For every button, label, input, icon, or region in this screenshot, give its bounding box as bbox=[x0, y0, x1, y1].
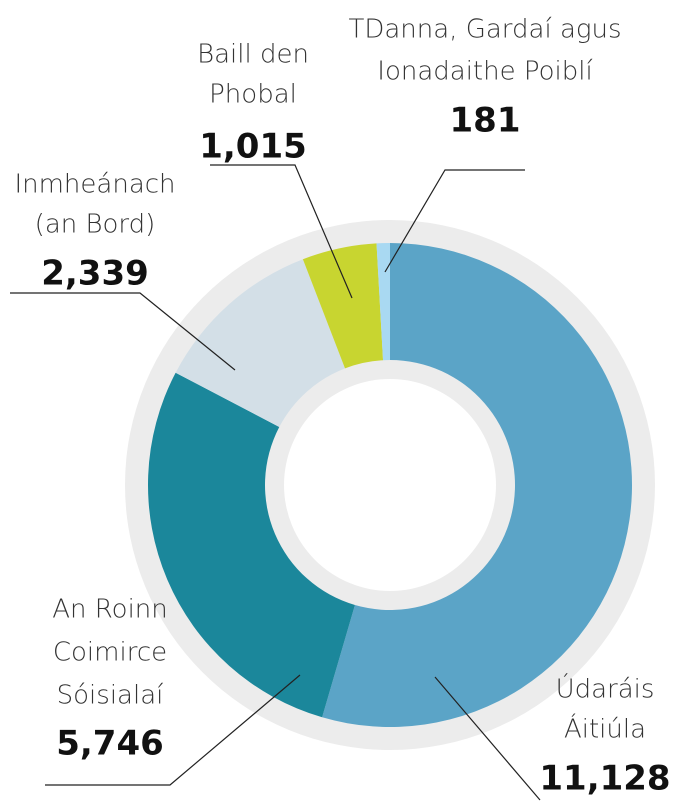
slices bbox=[147, 243, 632, 727]
leader-line bbox=[45, 674, 301, 786]
leader-line bbox=[10, 292, 236, 371]
slice bbox=[147, 372, 355, 718]
category-label: Inmheánach bbox=[14, 170, 175, 200]
leader-line bbox=[384, 169, 525, 273]
value-label: 2,339 bbox=[41, 254, 149, 294]
category-label: Áitiúla bbox=[564, 713, 646, 745]
donut-hole bbox=[284, 379, 496, 591]
slice bbox=[175, 259, 346, 428]
labels: Údaráis Áitiúla 11,128 An Roinn Coimirce Sóis… bbox=[14, 15, 670, 799]
value-label: 1,015 bbox=[199, 127, 307, 167]
category-label: Sóisialaí bbox=[57, 681, 164, 711]
value-label: 181 bbox=[450, 101, 521, 141]
category-label: Údaráis bbox=[556, 673, 655, 705]
slice bbox=[302, 243, 384, 369]
category-label: An Roinn bbox=[52, 595, 168, 625]
category-label: (an Bord) bbox=[35, 210, 156, 240]
value-label: 5,746 bbox=[56, 724, 164, 764]
category-label: TDanna, Gardaí agus bbox=[348, 15, 621, 45]
category-label: Coimirce bbox=[53, 638, 167, 668]
category-label: Baill den bbox=[197, 40, 309, 70]
category-label: Phobal bbox=[209, 80, 297, 110]
slice bbox=[376, 243, 390, 361]
category-label: Ionadaithe Poiblí bbox=[377, 57, 593, 87]
leader-line bbox=[210, 164, 353, 299]
value-label: 11,128 bbox=[539, 759, 670, 799]
leader-line bbox=[434, 676, 541, 801]
slice bbox=[322, 243, 632, 727]
